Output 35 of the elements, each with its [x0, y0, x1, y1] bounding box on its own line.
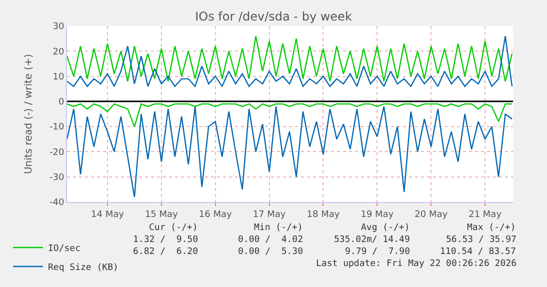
text: 0.00 / 4.02 [238, 235, 304, 245]
text: 535.02m/ 14.49 [334, 235, 410, 245]
legend-label: IO/sec [48, 244, 81, 254]
line-series [67, 106, 513, 198]
text: 6.82 / 6.20 [133, 247, 198, 257]
x-tick-label: 15 May [144, 210, 179, 220]
y-tick-label: -10 [49, 122, 64, 133]
text: 9.79 / 7.90 [345, 247, 410, 257]
text: Min (-/+) [254, 223, 303, 233]
x-tick-label: 20 May [414, 210, 448, 220]
legend-label: Req Size (KB) [48, 263, 118, 274]
text: Max (-/+) [467, 223, 516, 233]
y-tick-label: 20 [52, 47, 64, 58]
x-tick-label: 16 May [198, 210, 232, 220]
y-axis-title: Units read (-) / write (+) [23, 54, 34, 174]
y-tick-label: 0 [58, 98, 64, 108]
y-tick-label: -30 [49, 173, 64, 184]
text: 110.54 / 83.57 [440, 247, 516, 257]
x-tick-label: 17 May [252, 210, 286, 220]
y-tick-label: 30 [52, 22, 64, 32]
text: Avg (-/+) [361, 223, 410, 233]
x-tick-label: 14 May [91, 210, 125, 220]
text: Last update: Fri May 22 00:26:26 2026 [316, 259, 516, 269]
text: 56.53 / 35.97 [446, 235, 516, 245]
text: 0.00 / 5.30 [238, 247, 304, 257]
text: Cur (-/+) [149, 223, 198, 233]
line-series [67, 103, 513, 128]
x-tick-label: 21 May [468, 210, 502, 220]
x-tick-label: 18 May [306, 210, 340, 220]
y-tick-label: -20 [49, 148, 64, 158]
y-tick-label: 10 [52, 72, 64, 82]
y-tick-label: -40 [49, 198, 64, 208]
chart-title: IOs for /dev/sda - by week [195, 9, 352, 24]
text: 1.32 / 9.50 [133, 235, 198, 245]
x-tick-label: 19 May [360, 210, 394, 220]
